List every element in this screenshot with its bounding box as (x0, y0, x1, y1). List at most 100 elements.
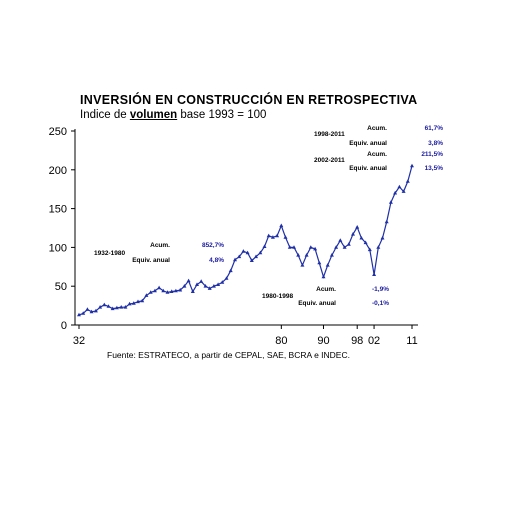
series-points (77, 163, 414, 317)
data-point (203, 284, 208, 288)
data-point (148, 290, 153, 294)
x-tick-label: 02 (368, 335, 380, 347)
data-point (287, 245, 292, 249)
data-point (127, 301, 132, 306)
data-point (228, 268, 233, 273)
x-tick-label: 98 (351, 335, 363, 347)
data-point (161, 288, 166, 293)
data-point (410, 163, 414, 168)
x-tick-label: 80 (275, 335, 287, 347)
data-point (325, 263, 330, 267)
data-point (165, 290, 170, 294)
annotation-period: 1998-2011 (314, 131, 345, 138)
data-point (173, 288, 178, 293)
data-point (220, 280, 225, 284)
annotation-acum-value: 211,5% (421, 151, 443, 158)
data-point (313, 246, 318, 251)
data-point (136, 299, 140, 304)
y-tick-label: 150 (49, 204, 67, 216)
data-point (131, 301, 136, 305)
data-point (359, 235, 364, 240)
data-point (216, 282, 221, 286)
annotation-anual-value: -0,1% (372, 300, 389, 307)
data-point (102, 302, 107, 307)
annotation-1932-1980: 1932-1980 Acum. 852,7% Equiv. anual 4,8% (94, 242, 224, 264)
annotation-anual-value: 13,5% (425, 165, 444, 172)
annotation-period: 1980-1998 (262, 293, 293, 300)
annotation-period: 2002-2011 (314, 157, 345, 164)
data-point (367, 247, 372, 252)
data-point (77, 312, 81, 317)
data-point (182, 284, 187, 288)
data-point (254, 254, 258, 259)
data-point (376, 245, 381, 249)
data-point (169, 289, 174, 293)
data-point (85, 307, 90, 311)
data-point (207, 286, 212, 290)
data-point (279, 223, 284, 228)
data-point (317, 260, 322, 265)
data-point (300, 263, 305, 267)
data-point (199, 279, 204, 283)
x-tick-label: 11 (406, 335, 417, 347)
data-point (119, 305, 124, 309)
data-point (195, 282, 199, 286)
y-tick-label: 0 (61, 320, 67, 332)
source-note: Fuente: ESTRATECO, a partir de CEPAL, SA… (107, 350, 350, 360)
data-point (110, 306, 115, 311)
annotation-acum-value: 61,7% (425, 125, 444, 132)
subtitle-emphasis: volumen (129, 109, 178, 121)
chart-title: INVERSIÓN EN CONSTRUCCIÓN EN RETROSPECTI… (80, 93, 418, 107)
y-axis-ticks: 0 50 100 150 200 250 (49, 126, 75, 332)
data-point (321, 274, 326, 279)
annotation-anual-label: Equiv. anual (298, 300, 336, 307)
data-point (106, 304, 111, 308)
data-point (178, 287, 183, 292)
data-point (262, 244, 267, 248)
annotation-acum-value: 852,7% (202, 242, 224, 249)
data-point (296, 253, 301, 257)
data-point (380, 235, 385, 240)
data-point (304, 253, 309, 257)
subtitle-suffix: base 1993 = 100 (177, 109, 267, 121)
data-point (329, 253, 334, 257)
data-point (388, 200, 393, 204)
data-point (157, 285, 162, 290)
y-tick-label: 250 (49, 126, 67, 138)
annotation-anual-label: Equiv. anual (349, 140, 387, 147)
subtitle-prefix: Indice de (80, 109, 130, 121)
data-point (211, 284, 216, 288)
data-point (258, 250, 263, 255)
y-tick-label: 50 (55, 281, 67, 293)
annotation-anual-label: Equiv. anual (349, 165, 387, 172)
data-point (144, 293, 149, 297)
chart-subtitle: Indice de volumen base 1993 = 100 (80, 109, 266, 121)
data-point (397, 184, 402, 189)
annotation-2002-2011: 2002-2011 Acum. 211,5% Equiv. anual 13,5% (314, 151, 443, 172)
data-point (140, 298, 145, 303)
data-point (346, 242, 351, 246)
y-tick-label: 200 (49, 165, 67, 177)
annotation-1998-2011: 1998-2011 Acum. 61,7% Equiv. anual 3,8% (314, 125, 443, 147)
data-point (114, 305, 119, 310)
data-point (266, 233, 271, 238)
annotation-anual-value: 4,8% (209, 257, 224, 264)
data-point (224, 276, 229, 280)
data-point (355, 225, 360, 229)
data-point (384, 219, 389, 224)
data-point (393, 190, 398, 195)
x-axis-ticks: 32 80 90 98 02 11 (73, 325, 418, 347)
data-point (308, 245, 313, 249)
data-point (342, 245, 347, 249)
data-point (275, 233, 280, 238)
data-point (233, 257, 237, 262)
annotation-acum-label: Acum. (150, 242, 170, 249)
data-point (245, 250, 250, 255)
data-point (249, 258, 254, 262)
data-point (372, 272, 377, 276)
annotation-acum-label: Acum. (316, 286, 336, 293)
data-point (334, 245, 339, 249)
data-point (292, 245, 296, 249)
data-point (123, 305, 128, 309)
data-point (405, 179, 410, 183)
